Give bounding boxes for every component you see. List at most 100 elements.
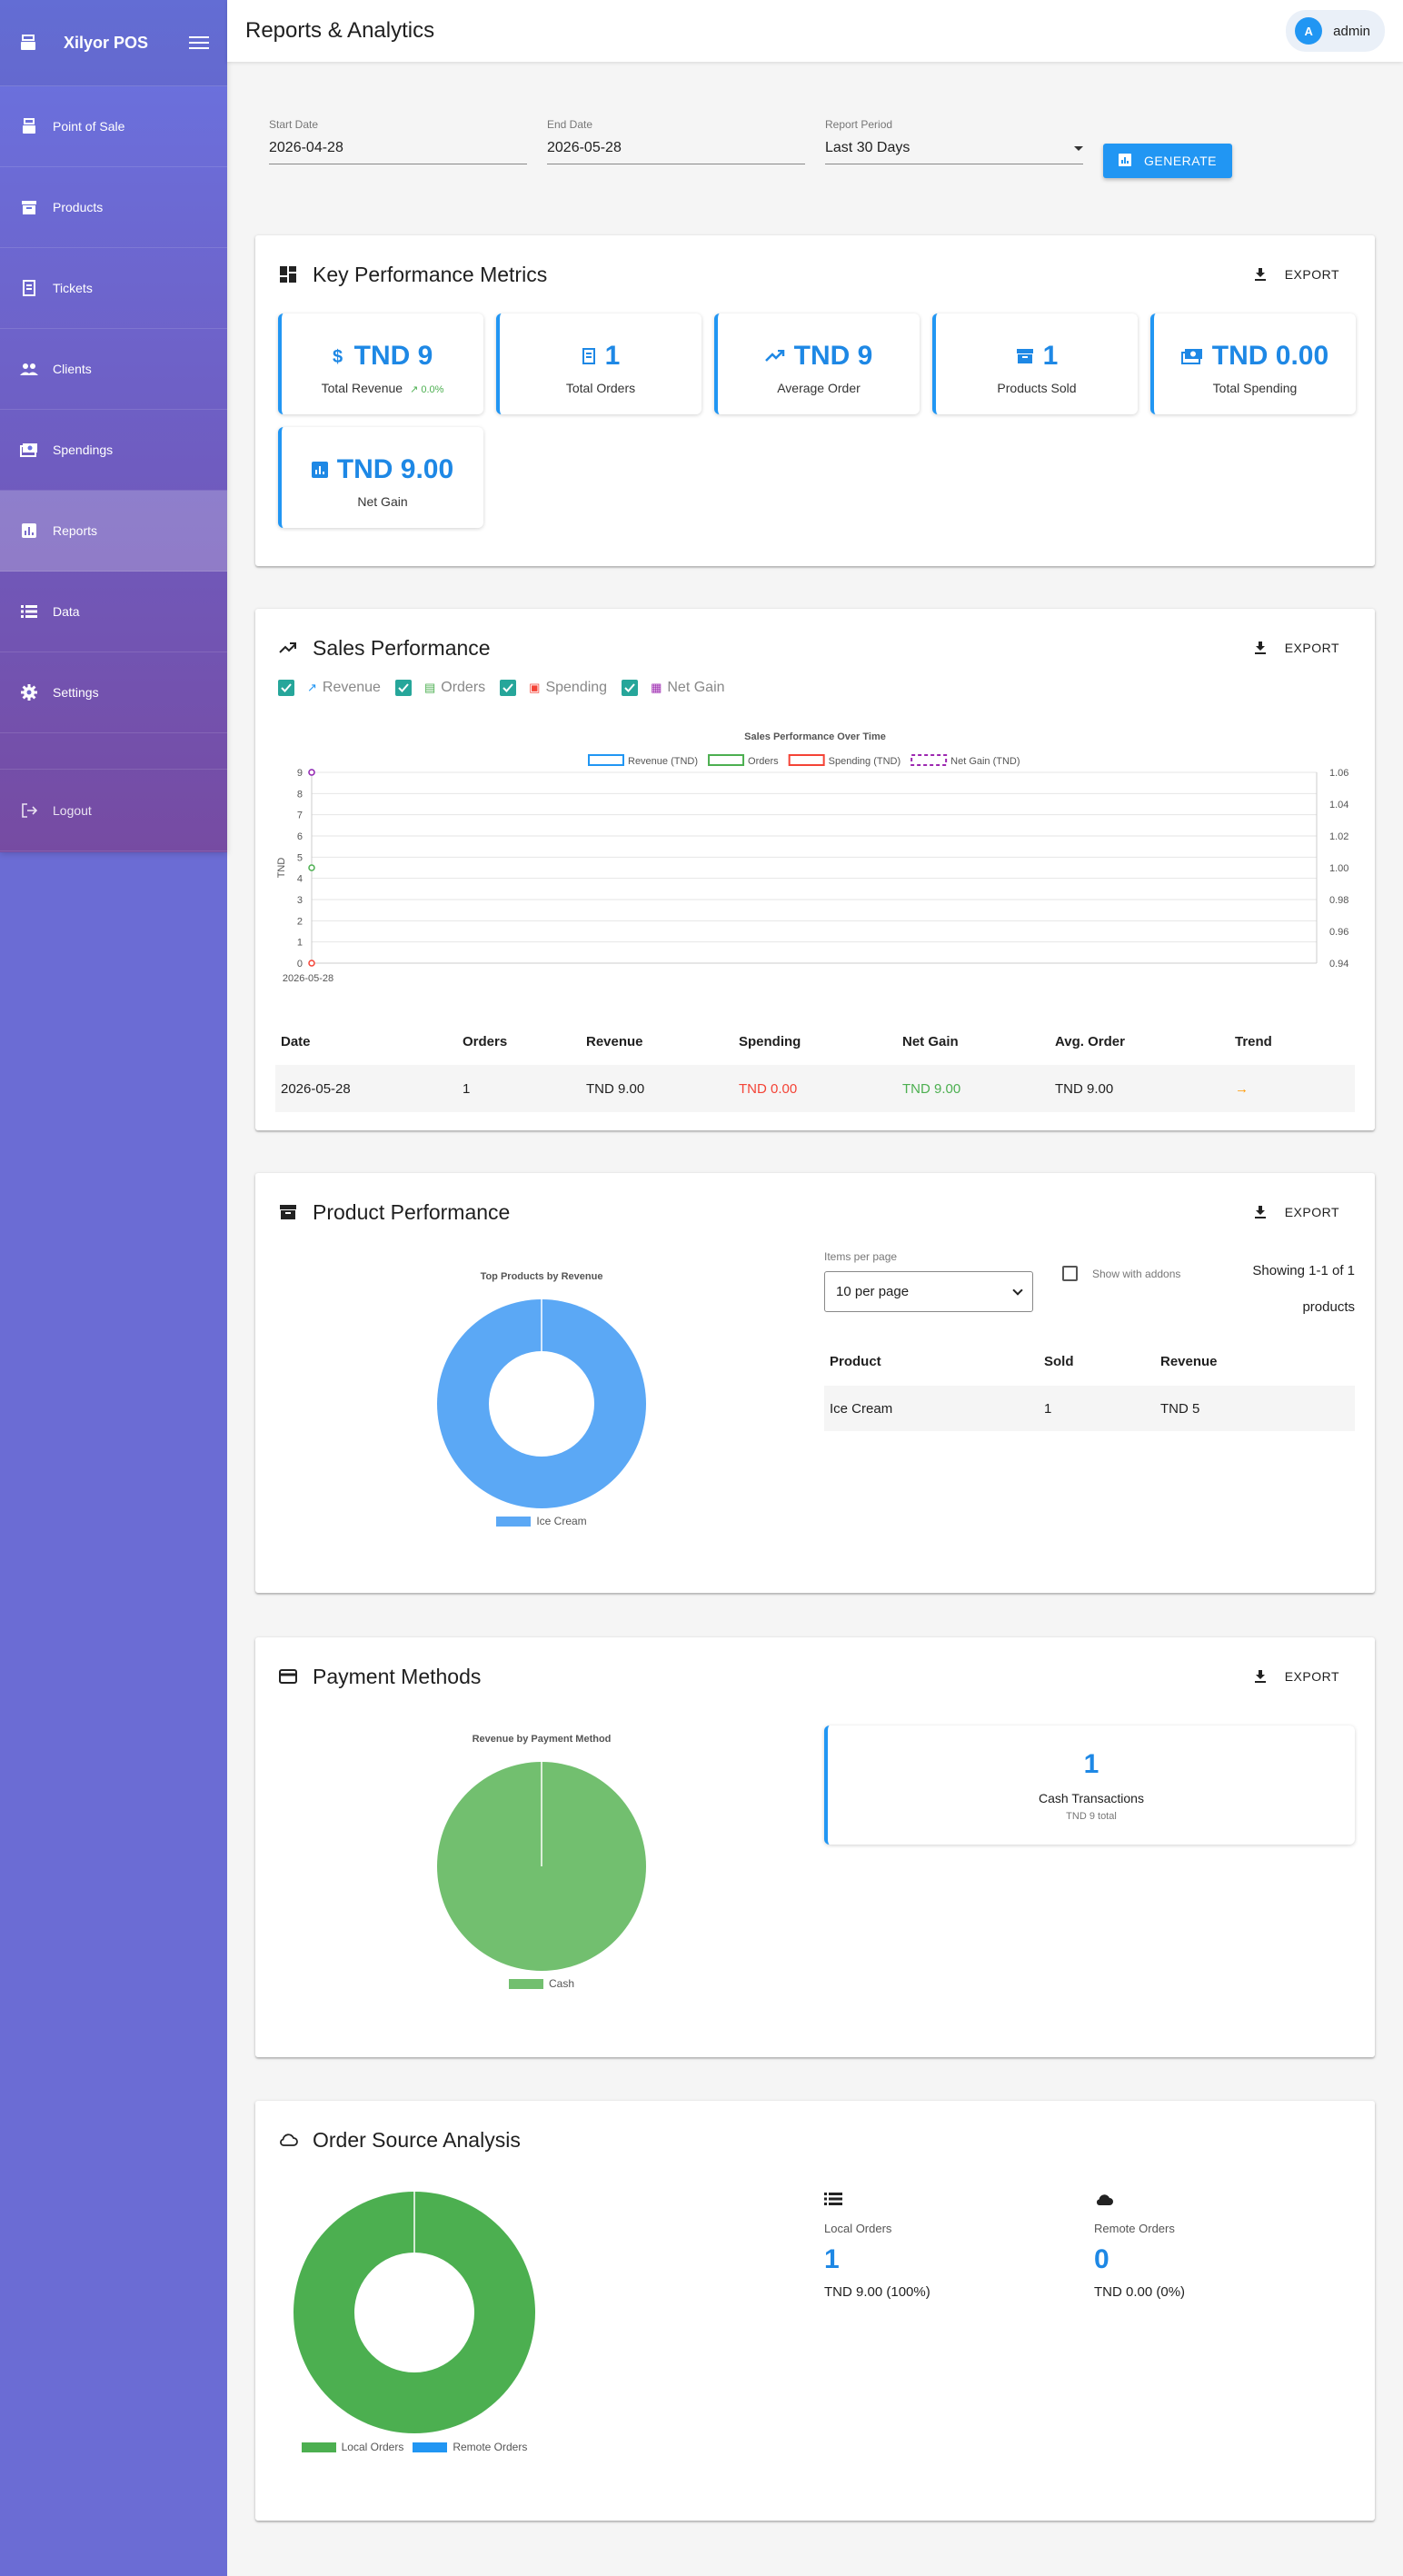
local-orders-label: Local Orders (824, 2222, 892, 2235)
table-row: Ice Cream 1 TND 5 (824, 1386, 1355, 1431)
user-name: admin (1333, 23, 1370, 39)
sidebar-item-reports[interactable]: Reports (0, 491, 227, 572)
sidebar-item-tickets[interactable]: Tickets (0, 248, 227, 329)
start-date-label: Start Date (269, 118, 319, 131)
checkbox-checked-icon[interactable] (394, 680, 412, 696)
show-with-addons-checkbox[interactable]: Show with addons (1062, 1266, 1180, 1281)
archive-icon (1016, 347, 1034, 365)
toggle-net-gain[interactable]: ▦ Net Gain (622, 680, 725, 696)
sidebar-item-label: Spendings (53, 443, 114, 457)
product-performance-card: Product Performance EXPORT Top Products … (255, 1173, 1375, 1593)
export-button[interactable]: EXPORT (1238, 1666, 1352, 1686)
checkbox-checked-icon[interactable] (278, 680, 294, 696)
user-menu[interactable]: A admin (1286, 10, 1385, 52)
checkbox-icon[interactable] (1062, 1266, 1078, 1281)
card-title: Payment Methods (313, 1664, 482, 1688)
kpi-label: Net Gain (357, 494, 408, 509)
export-button[interactable]: EXPORT (1238, 264, 1352, 284)
toggle-orders[interactable]: ▤ Orders (394, 680, 486, 696)
column-header: Product (830, 1353, 881, 1369)
items-per-page-select[interactable]: 10 per page (824, 1271, 1033, 1312)
checkbox-checked-icon[interactable] (622, 680, 639, 696)
kpi-net-gain: TND 9.00 Net Gain (278, 427, 483, 528)
card-header: Order Source Analysis (278, 2124, 1352, 2155)
export-button[interactable]: EXPORT (1238, 638, 1352, 658)
column-header: Revenue (1160, 1353, 1218, 1369)
sidebar-brand: Xilyor POS (0, 0, 227, 86)
sidebar-item-data[interactable]: Data (0, 572, 227, 652)
sidebar-item-label: Data (53, 604, 80, 619)
remote-orders-amount: TND 0.00 (0%) (1094, 2284, 1186, 2300)
export-label: EXPORT (1284, 267, 1339, 282)
order-source-donut-chart (294, 2192, 535, 2433)
kpi-value: TND 0.00 (1211, 341, 1329, 371)
register-icon (18, 33, 38, 53)
end-date-input[interactable]: 2026-05-28 (547, 140, 805, 164)
sidebar-item-label: Tickets (53, 281, 93, 295)
toggle-spending[interactable]: ▣ Spending (500, 680, 607, 696)
report-period-field[interactable]: Report Period Last 30 Days (825, 118, 1083, 164)
toggle-revenue[interactable]: ↗ Revenue (278, 680, 381, 696)
legend-swatch (413, 2442, 448, 2452)
products-table: Product Sold Revenue Ice Cream 1 TND 5 (824, 1337, 1355, 1431)
legend-label: Ice Cream (536, 1515, 587, 1527)
key-metrics-card: Key Performance Metrics EXPORT $ TND 9 To… (255, 235, 1375, 566)
cell-sold: 1 (1039, 1386, 1155, 1431)
legend-swatch (588, 754, 624, 766)
y2-tick-label: 1.00 (1329, 863, 1348, 874)
sidebar-item-settings[interactable]: Settings (0, 652, 227, 733)
chart-icon (1119, 153, 1131, 169)
dropdown-arrow-icon (1074, 145, 1083, 151)
list-icon (20, 602, 38, 621)
series-toggles: ↗ Revenue ▤ Orders ▣ Spending ▦ Net Gain (278, 680, 740, 696)
logout-button[interactable]: Logout (0, 770, 227, 851)
sidebar-spacer (0, 733, 227, 770)
register-icon (20, 117, 38, 135)
generate-button[interactable]: GENERATE (1103, 144, 1232, 178)
sidebar-item-label: Products (53, 200, 104, 214)
export-button[interactable]: EXPORT (1238, 1202, 1352, 1222)
end-date-label: End Date (547, 118, 593, 131)
cell-avg-order: TND 9.00 (1050, 1065, 1229, 1112)
chart-legend: Ice Cream (274, 1515, 810, 1527)
cash-transactions-count: 1 (1083, 1749, 1100, 1779)
sidebar-item-point-of-sale[interactable]: Point of Sale (0, 86, 227, 167)
cloud-icon (1094, 2194, 1114, 2209)
y-tick-label: 8 (297, 789, 303, 800)
toggle-label: Orders (441, 680, 486, 695)
y2-tick-label: 0.96 (1329, 927, 1348, 938)
y2-tick-label: 1.04 (1329, 800, 1348, 811)
chart-title: Top Products by Revenue (480, 1271, 603, 1282)
trending-up-icon: ↗ (410, 384, 419, 395)
sidebar-item-clients[interactable]: Clients (0, 329, 227, 410)
archive-icon (20, 198, 38, 216)
chart-icon: ▦ (651, 681, 662, 694)
legend-label: Spending (TND) (829, 756, 901, 767)
legend-label: Orders (748, 756, 779, 767)
card-title: Key Performance Metrics (313, 262, 548, 286)
toggle-label: Revenue (322, 680, 381, 695)
column-header: Revenue (586, 1033, 643, 1049)
donut-hole (489, 1351, 594, 1457)
gear-icon (20, 683, 38, 701)
items-per-page-value: 10 per page (836, 1284, 910, 1299)
logout-label: Logout (53, 802, 92, 818)
sidebar-item-products[interactable]: Products (0, 167, 227, 248)
column-header: Trend (1235, 1033, 1272, 1049)
checkbox-checked-icon[interactable] (500, 680, 517, 696)
column-header: Avg. Order (1055, 1033, 1125, 1049)
toggle-label: Spending (545, 680, 608, 695)
sidebar-item-spendings[interactable]: Spendings (0, 410, 227, 491)
cash-transactions-label: Cash Transactions (1039, 1791, 1144, 1805)
start-date-input[interactable]: 2026-04-28 (269, 140, 527, 164)
y-tick-label: 6 (297, 831, 303, 842)
menu-toggle-icon[interactable] (189, 33, 209, 53)
report-filters: Start Date 2026-04-28 End Date 2026-05-2… (269, 118, 1378, 182)
end-date-field[interactable]: End Date 2026-05-28 (547, 118, 805, 164)
toggle-label: Net Gain (667, 680, 725, 695)
sales-line-chart: Sales Performance Over Time Revenue (TND)… (276, 731, 1348, 984)
report-period-select[interactable]: Last 30 Days (825, 140, 1083, 164)
kpi-value: 1 (604, 341, 621, 371)
y-tick-label: 4 (297, 874, 303, 885)
start-date-field[interactable]: Start Date 2026-04-28 (269, 118, 527, 164)
